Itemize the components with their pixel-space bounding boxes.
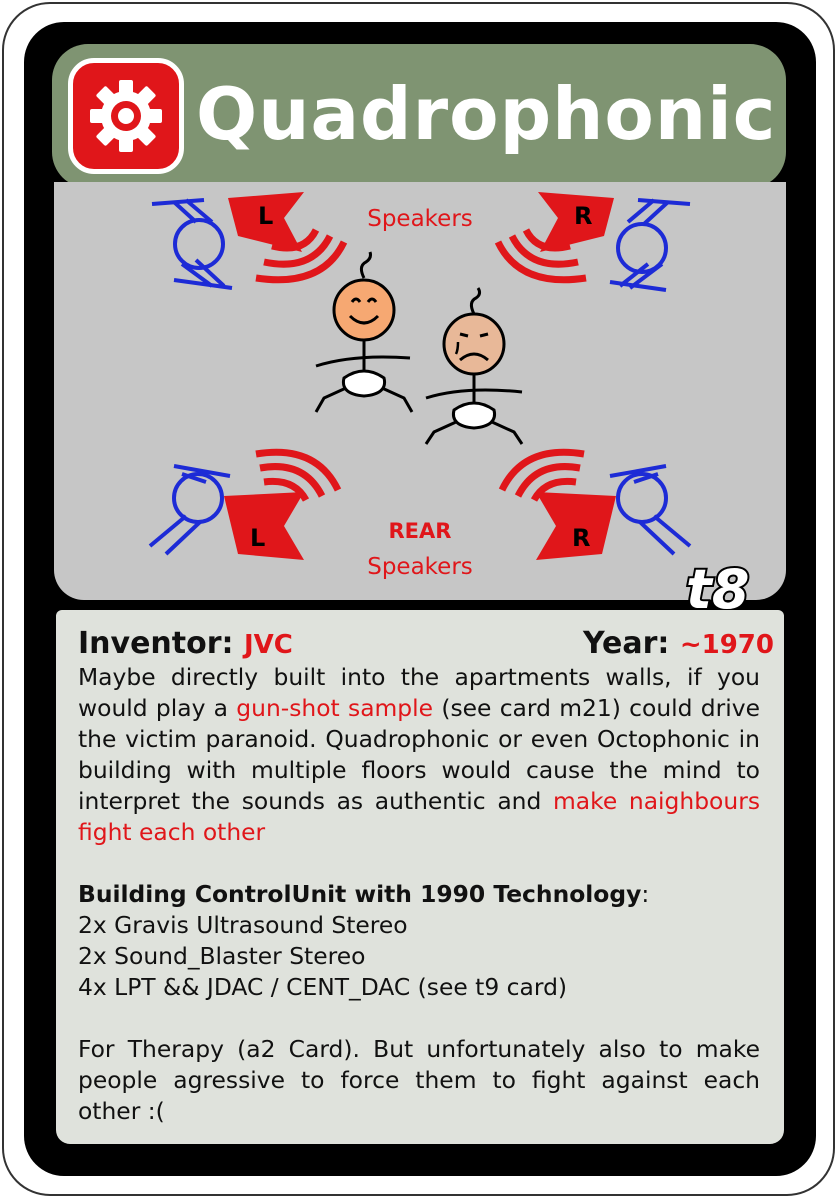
spec-heading: Building ControlUnit with 1990 Technolog… bbox=[78, 880, 650, 908]
rear-speakers-label: Speakers bbox=[367, 554, 473, 580]
sad-person-icon bbox=[424, 287, 524, 445]
illustration-panel: L R Speakers bbox=[54, 182, 786, 600]
rear-right-letter: R bbox=[572, 524, 590, 552]
gear-icon bbox=[90, 80, 162, 152]
rear-left-speaker-icon bbox=[224, 448, 342, 560]
inventor: Inventor: JVC bbox=[78, 622, 293, 667]
rear-right-listener-icon bbox=[609, 464, 692, 556]
rear-left-letter: L bbox=[250, 524, 265, 552]
quadrophonic-illustration: L R Speakers bbox=[148, 192, 692, 580]
year-value: ~1970 bbox=[679, 630, 774, 660]
card-title: Quadrophonic bbox=[196, 72, 777, 156]
front-right-speaker-icon bbox=[494, 192, 614, 284]
happy-person-icon bbox=[314, 251, 414, 413]
inventor-value: JVC bbox=[243, 630, 293, 660]
spec-item: 2x Sound_Blaster Stereo bbox=[78, 942, 366, 970]
description-paragraph-1: Maybe directly built into the apartments… bbox=[78, 663, 760, 846]
category-badge bbox=[68, 58, 184, 174]
front-right-listener-icon bbox=[609, 198, 691, 292]
front-left-letter: L bbox=[258, 202, 273, 230]
front-right-letter: R bbox=[574, 202, 592, 230]
front-left-speaker-icon bbox=[228, 192, 348, 284]
year: Year: ~1970 bbox=[583, 622, 774, 667]
inventor-label: Inventor: bbox=[78, 626, 234, 661]
rear-label: REAR bbox=[389, 519, 452, 543]
spec-item: 2x Gravis Ultrasound Stereo bbox=[78, 911, 408, 939]
front-speakers-label: Speakers bbox=[367, 206, 473, 232]
description-text: Maybe directly built into the apartments… bbox=[78, 662, 760, 1127]
year-label: Year: bbox=[583, 626, 670, 661]
description-paragraph-3: For Therapy (a2 Card). But unfortunately… bbox=[78, 1035, 760, 1125]
description-panel bbox=[56, 610, 784, 1144]
fight-highlight: make naighbours fight each other bbox=[78, 787, 760, 846]
rear-left-listener-icon bbox=[148, 464, 231, 556]
spec-item: 4x LPT && JDAC / CENT_DAC (see t9 card) bbox=[78, 973, 568, 1001]
rear-right-speaker-icon bbox=[498, 448, 616, 560]
gun-shot-highlight: gun-shot sample bbox=[236, 694, 434, 722]
meta-row: Inventor: JVC Year: ~1970 bbox=[78, 622, 774, 666]
front-left-listener-icon bbox=[151, 198, 233, 290]
